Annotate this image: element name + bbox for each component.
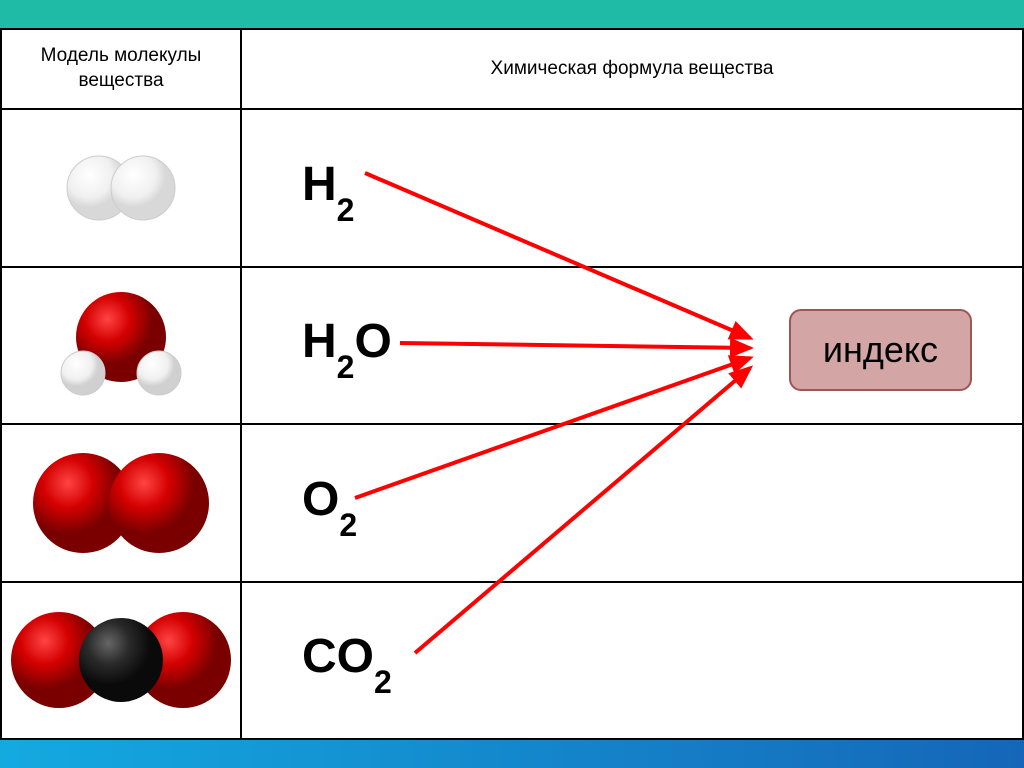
molecule-h2 [1, 109, 241, 267]
h2-molecule-svg [31, 128, 211, 248]
molecule-h2o [1, 267, 241, 425]
h2o-molecule-svg [31, 275, 211, 415]
formula-co2: CO2 [302, 629, 392, 691]
formula-h2o: H2O [302, 314, 392, 376]
index-label-box: индекс [789, 309, 972, 391]
formula-h2-cell: H2 индекс [241, 109, 1023, 267]
header-formula: Химическая формула вещества [241, 29, 1023, 109]
molecule-co2 [1, 582, 241, 740]
header-model: Модель молекулы вещества [1, 29, 241, 109]
bottom-accent-bar [0, 740, 1024, 768]
formula-h2: H2 [302, 157, 354, 219]
o2-molecule-svg [21, 433, 221, 573]
formula-o2: O2 [302, 472, 357, 534]
chemistry-table: Модель молекулы вещества Химическая форм… [0, 28, 1024, 740]
co2-molecule-svg [6, 590, 236, 730]
molecule-o2 [1, 424, 241, 582]
formula-o2-cell: O2 [241, 424, 1023, 582]
formula-co2-cell: CO2 [241, 582, 1023, 740]
top-accent-bar [0, 0, 1024, 28]
